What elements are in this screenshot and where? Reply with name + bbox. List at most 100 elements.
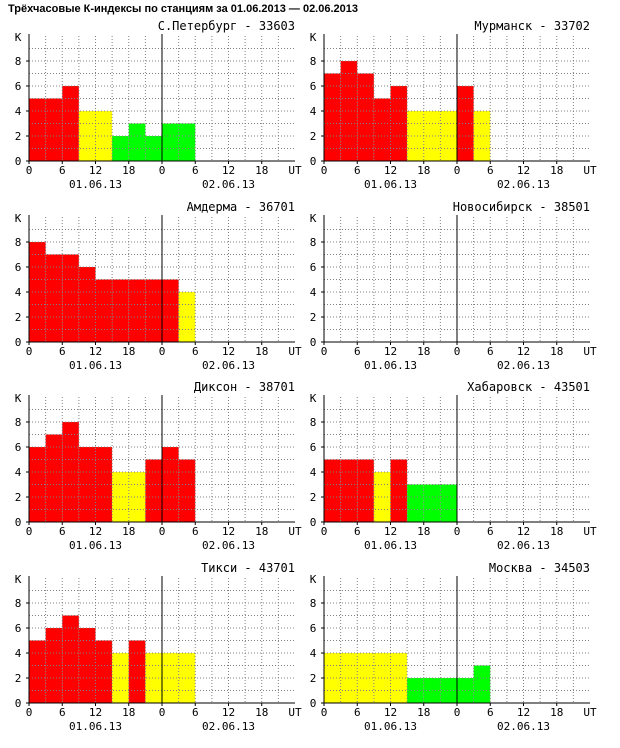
chart-svg: Диксон - 38701 K 0 2 4 6 8 0 6 12 18 0 6 12 18 UT 01.06.… [15,380,302,552]
y-tick-label: 4 [15,105,22,118]
y-tick-label: 2 [15,672,22,685]
k-bar [95,279,113,342]
y-tick-label: 4 [310,647,317,660]
k-bar [112,279,129,342]
y-tick-label: 0 [15,697,22,710]
y-tick-label: 2 [15,311,22,324]
k-bar [473,111,491,161]
date-label-day1: 01.06.13 [69,720,122,733]
k-bar [95,640,113,703]
k-bar [162,279,179,342]
x-tick-label: 0 [454,345,461,358]
k-bar [62,86,79,161]
k-bar [145,279,162,342]
date-label-day1: 01.06.13 [69,359,122,372]
x-tick-label: 0 [159,164,166,177]
k-bar [357,73,374,161]
x-axis-unit-label: UT [288,345,302,358]
y-axis-label: K [15,392,22,405]
y-axis-label: K [15,31,22,44]
k-bar [78,111,96,161]
k-bar [78,267,96,342]
chart-svg: Хабаровск - 43501 K 0 2 4 6 8 0 6 12 18 0 6 12 18 UT 01.… [310,380,597,552]
y-tick-label: 6 [310,80,317,93]
k-bar [128,640,146,703]
x-tick-label: 0 [26,706,33,719]
x-tick-label: 12 [222,706,235,719]
station-title: Мурманск - 33702 [474,19,590,33]
k-bar [162,123,179,161]
y-tick-label: 2 [15,491,22,504]
x-tick-label: 0 [159,706,166,719]
x-tick-label: 0 [321,706,328,719]
y-tick-label: 0 [310,336,317,349]
x-tick-label: 12 [384,164,397,177]
x-tick-label: 6 [192,525,199,538]
y-tick-label: 2 [310,672,317,685]
x-tick-label: 18 [255,525,268,538]
y-tick-label: 6 [310,261,317,274]
x-tick-label: 6 [487,525,494,538]
x-tick-label: 0 [454,164,461,177]
date-label-day2: 02.06.13 [497,178,550,191]
y-axis-label: K [310,31,317,44]
y-tick-label: 8 [15,416,22,429]
x-tick-label: 0 [454,706,461,719]
k-bar [340,459,358,522]
date-label-day1: 01.06.13 [364,178,417,191]
y-tick-label: 8 [15,55,22,68]
station-title: Новосибирск - 38501 [453,200,590,214]
x-tick-label: 6 [59,345,66,358]
station-chart-moscow: Москва - 34503 K 0 2 4 6 8 0 6 12 18 0 6 12 18 UT 01.06.… [303,560,599,740]
y-tick-label: 0 [310,155,317,168]
station-chart-murmansk: Мурманск - 33702 K 0 2 4 6 8 0 6 12 18 0 6 12 18 UT 01.0… [303,18,599,198]
chart-svg: Мурманск - 33702 K 0 2 4 6 8 0 6 12 18 0 6 12 18 UT 01.0… [310,19,597,191]
k-bar [95,447,113,522]
y-tick-label: 4 [310,286,317,299]
x-tick-label: 18 [122,164,135,177]
y-tick-label: 6 [15,261,22,274]
x-tick-label: 0 [26,525,33,538]
y-tick-label: 0 [310,516,317,529]
k-bar [473,665,491,703]
y-axis-label: K [15,212,22,225]
x-tick-label: 12 [384,525,397,538]
k-bar [390,653,408,703]
y-tick-label: 4 [15,647,22,660]
x-tick-label: 18 [255,345,268,358]
x-tick-label: 6 [354,525,361,538]
x-tick-label: 0 [321,164,328,177]
y-axis-label: K [310,212,317,225]
date-label-day2: 02.06.13 [202,539,255,552]
y-tick-label: 6 [15,80,22,93]
y-axis-label: K [15,573,22,586]
x-tick-label: 18 [550,345,563,358]
x-tick-label: 18 [550,706,563,719]
k-bar [440,678,457,703]
date-label-day2: 02.06.13 [202,178,255,191]
y-tick-label: 2 [15,130,22,143]
date-label-day2: 02.06.13 [202,359,255,372]
date-label-day2: 02.06.13 [497,359,550,372]
y-axis-label: K [310,573,317,586]
y-tick-label: 8 [310,236,317,249]
k-bar [178,459,196,522]
station-title: Амдерма - 36701 [187,200,295,214]
x-tick-label: 18 [122,525,135,538]
x-tick-label: 12 [517,164,530,177]
k-bar [373,98,391,161]
x-tick-label: 6 [487,706,494,719]
x-tick-label: 18 [122,706,135,719]
k-bar [128,123,146,161]
station-chart-spb: С.Петербург - 33603 K 0 2 4 6 8 0 6 12 18 0 6 12 18 UT 0… [8,18,304,198]
x-tick-label: 12 [89,525,102,538]
x-tick-label: 12 [384,706,397,719]
chart-svg: Москва - 34503 K 0 2 4 6 8 0 6 12 18 0 6 12 18 UT 01.06.… [310,561,597,733]
y-tick-label: 8 [310,55,317,68]
x-axis-unit-label: UT [288,525,302,538]
y-tick-label: 4 [310,105,317,118]
k-bar [145,136,162,161]
chart-svg: С.Петербург - 33603 K 0 2 4 6 8 0 6 12 18 0 6 12 18 UT 0… [15,19,302,191]
k-bar [78,447,96,522]
date-label-day1: 01.06.13 [364,720,417,733]
